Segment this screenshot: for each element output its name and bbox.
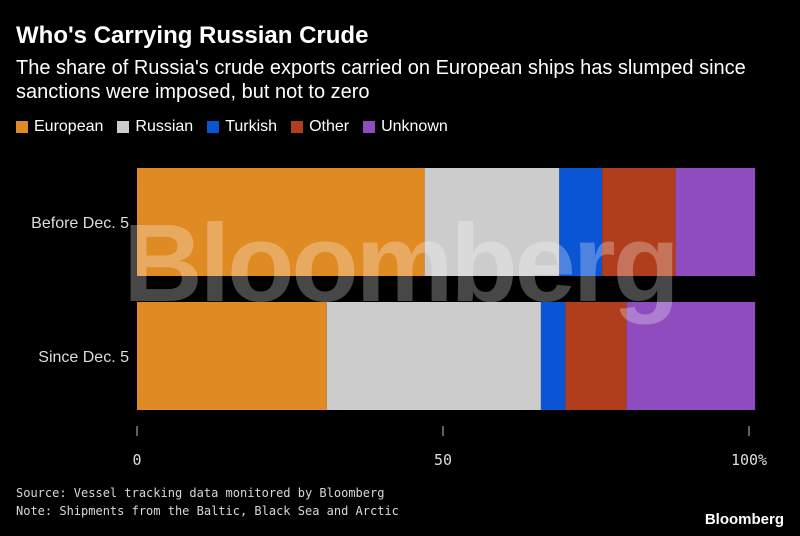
legend-label-russian: Russian	[135, 118, 194, 135]
legend-item-european: European	[16, 118, 103, 136]
legend-swatch-turkish	[207, 121, 220, 133]
bar-russian-before-dec-5	[424, 168, 560, 276]
x-tick-label: 50	[434, 451, 452, 469]
x-tick-label: 0	[132, 451, 141, 469]
category-label-before-dec-5: Before Dec. 5	[31, 215, 129, 232]
bar-other-before-dec-5	[602, 168, 676, 276]
legend-item-turkish: Turkish	[207, 118, 277, 136]
bar-unknown-before-dec-5	[675, 168, 756, 276]
legend-item-unknown: Unknown	[363, 118, 448, 136]
legend-item-russian: Russian	[117, 118, 193, 136]
bar-russian-since-dec-5	[326, 302, 541, 410]
note-text: Note: Shipments from the Baltic, Black S…	[16, 504, 399, 518]
legend-swatch-unknown	[363, 121, 376, 133]
legend-label-european: European	[34, 118, 104, 135]
legend-label-unknown: Unknown	[381, 118, 448, 135]
chart-title: Who's Carrying Russian Crude	[16, 22, 369, 49]
legend-label-other: Other	[309, 118, 350, 135]
bar-turkish-before-dec-5	[559, 168, 603, 276]
bar-unknown-since-dec-5	[626, 302, 756, 410]
legend-swatch-european	[16, 121, 28, 133]
bloomberg-logo: Bloomberg	[704, 511, 784, 528]
chart-footer: Source: Vessel tracking data monitored b…	[16, 484, 399, 520]
legend-swatch-other	[291, 121, 304, 133]
bar-european-before-dec-5	[137, 168, 425, 276]
legend-swatch-russian	[117, 121, 130, 133]
bar-european-since-dec-5	[137, 302, 327, 410]
bar-turkish-since-dec-5	[540, 302, 566, 410]
chart-subtitle: The share of Russia's crude exports carr…	[16, 57, 746, 103]
source-text: Source: Vessel tracking data monitored b…	[16, 486, 385, 500]
legend-label-turkish: Turkish	[225, 118, 278, 135]
legend-item-other: Other	[291, 118, 349, 136]
x-tick-label: 100%	[731, 451, 767, 469]
category-label-since-dec-5: Since Dec. 5	[38, 349, 129, 366]
legend: European Russian Turkish Other Unknown	[16, 118, 448, 136]
bar-other-since-dec-5	[565, 302, 627, 410]
